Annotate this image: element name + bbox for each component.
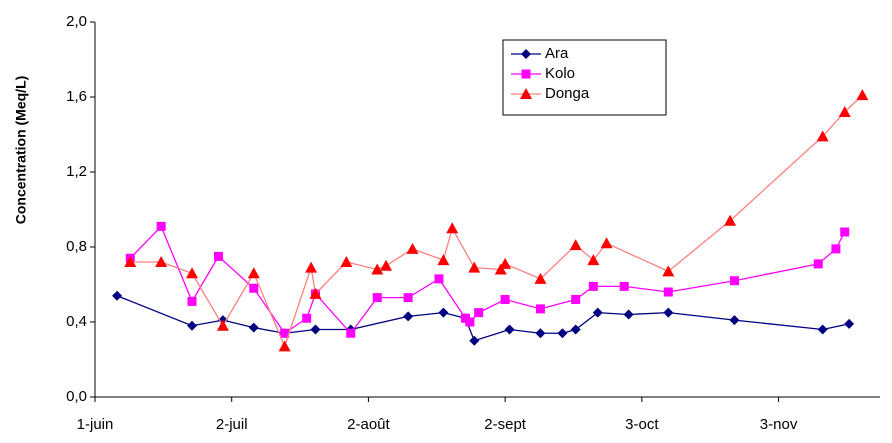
legend-marker [521, 69, 531, 79]
x-tick-label: 1-juin [77, 416, 114, 433]
legend-label: Kolo [545, 65, 575, 82]
point [592, 307, 603, 318]
point [187, 296, 197, 306]
point [817, 324, 828, 335]
point [434, 274, 444, 284]
point [438, 307, 449, 318]
point [446, 222, 459, 234]
point [729, 276, 739, 286]
point [112, 290, 123, 301]
point [844, 318, 855, 329]
legend-marker [520, 88, 532, 99]
point [831, 244, 841, 254]
point [588, 281, 598, 291]
point [816, 130, 829, 142]
point [280, 328, 290, 338]
point [247, 267, 260, 279]
y-tick-label: 0,4 [66, 313, 87, 330]
y-tick-label: 0,8 [66, 238, 87, 255]
point [856, 89, 869, 101]
point [500, 295, 510, 304]
point [587, 254, 600, 266]
point [569, 239, 582, 251]
point [474, 308, 484, 318]
point [309, 287, 322, 299]
point [813, 259, 823, 269]
point [248, 322, 259, 333]
point [623, 309, 634, 320]
x-tick-label: 3-nov [760, 416, 798, 433]
point [302, 313, 312, 323]
point [155, 256, 168, 267]
point [465, 317, 475, 327]
point [535, 304, 545, 314]
point [535, 328, 546, 339]
legend-label: Donga [545, 85, 590, 102]
y-tick-label: 1,6 [66, 88, 87, 105]
point [186, 267, 199, 279]
point [662, 265, 675, 277]
point [838, 106, 851, 117]
point [724, 214, 737, 226]
point [406, 242, 419, 254]
point [663, 287, 673, 297]
point [468, 261, 481, 273]
point [494, 263, 507, 275]
point [840, 227, 850, 237]
point [216, 319, 229, 331]
series-line [130, 94, 863, 349]
point [340, 256, 353, 267]
x-tick-label: 2-juil [216, 416, 248, 433]
point [437, 254, 450, 266]
point [600, 237, 613, 249]
point [534, 272, 547, 284]
point [124, 256, 137, 267]
point [403, 311, 414, 322]
y-tick-label: 2,0 [66, 13, 87, 30]
point [372, 293, 382, 303]
x-tick-label: 3-oct [625, 416, 659, 433]
point [619, 281, 629, 291]
point [305, 261, 318, 273]
point [469, 335, 480, 346]
point [156, 221, 166, 231]
y-tick-label: 0,0 [66, 388, 87, 405]
point [278, 340, 291, 352]
y-tick-label: 1,2 [66, 163, 87, 180]
point [371, 263, 384, 275]
point [557, 328, 568, 339]
legend-marker [521, 49, 531, 59]
point [187, 320, 198, 331]
point [663, 307, 674, 318]
point [570, 324, 581, 335]
point [729, 315, 740, 326]
point [504, 324, 515, 335]
point [380, 259, 393, 271]
point [346, 328, 356, 338]
point [571, 295, 581, 304]
x-tick-label: 2-sept [484, 416, 527, 433]
point [249, 283, 259, 293]
legend-label: Ara [545, 45, 569, 62]
point [499, 257, 512, 269]
y-axis-title: Concentration (Meq/L) [13, 76, 29, 225]
point [310, 324, 321, 335]
point [213, 251, 223, 261]
x-tick-label: 2-août [347, 416, 390, 433]
point [403, 293, 413, 303]
